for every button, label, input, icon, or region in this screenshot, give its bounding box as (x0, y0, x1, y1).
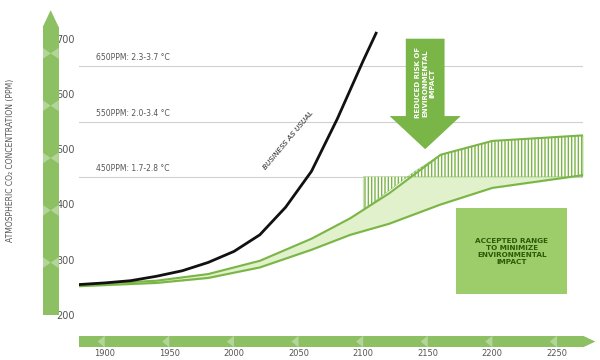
Polygon shape (50, 205, 59, 216)
Text: 2150: 2150 (417, 349, 438, 358)
Polygon shape (50, 100, 59, 111)
Polygon shape (583, 336, 595, 347)
Polygon shape (227, 336, 234, 347)
Text: 2050: 2050 (288, 349, 309, 358)
Text: REDUCED RISK OF
ENVIRONMENTAL
IMPACT: REDUCED RISK OF ENVIRONMENTAL IMPACT (415, 48, 435, 118)
Polygon shape (43, 152, 50, 163)
Polygon shape (50, 48, 59, 59)
Text: 2250: 2250 (547, 349, 568, 358)
Text: BUSINESS AS USUAL: BUSINESS AS USUAL (262, 109, 314, 170)
Text: 550PPM: 2.0-3.4 °C: 550PPM: 2.0-3.4 °C (95, 109, 169, 118)
Polygon shape (50, 152, 59, 163)
Polygon shape (43, 205, 50, 216)
Polygon shape (43, 257, 50, 268)
Polygon shape (98, 336, 105, 347)
Text: 1950: 1950 (159, 349, 180, 358)
Text: ACCEPTED RANGE
TO MINIMIZE
ENVIRONMENTAL
IMPACT: ACCEPTED RANGE TO MINIMIZE ENVIRONMENTAL… (475, 238, 548, 265)
Text: 2200: 2200 (482, 349, 503, 358)
Text: 2000: 2000 (223, 349, 244, 358)
Polygon shape (356, 336, 363, 347)
Text: 2100: 2100 (353, 349, 374, 358)
Y-axis label: ATMOSPHERIC CO₂ CONCENTRATION (PPM): ATMOSPHERIC CO₂ CONCENTRATION (PPM) (5, 78, 14, 242)
Text: 1900: 1900 (94, 349, 115, 358)
Text: 450PPM: 1.7-2.8 °C: 450PPM: 1.7-2.8 °C (95, 164, 169, 173)
Polygon shape (43, 10, 59, 27)
Polygon shape (421, 336, 428, 347)
FancyBboxPatch shape (456, 208, 568, 294)
Polygon shape (43, 48, 50, 59)
Polygon shape (550, 336, 557, 347)
Polygon shape (50, 257, 59, 268)
Polygon shape (485, 336, 493, 347)
FancyArrow shape (389, 39, 461, 149)
Polygon shape (292, 336, 299, 347)
FancyBboxPatch shape (43, 27, 59, 315)
Text: 650PPM: 2.3-3.7 °C: 650PPM: 2.3-3.7 °C (95, 54, 169, 63)
Polygon shape (162, 336, 169, 347)
FancyBboxPatch shape (79, 336, 583, 347)
X-axis label: YEAR: YEAR (319, 340, 343, 349)
Polygon shape (43, 100, 50, 111)
